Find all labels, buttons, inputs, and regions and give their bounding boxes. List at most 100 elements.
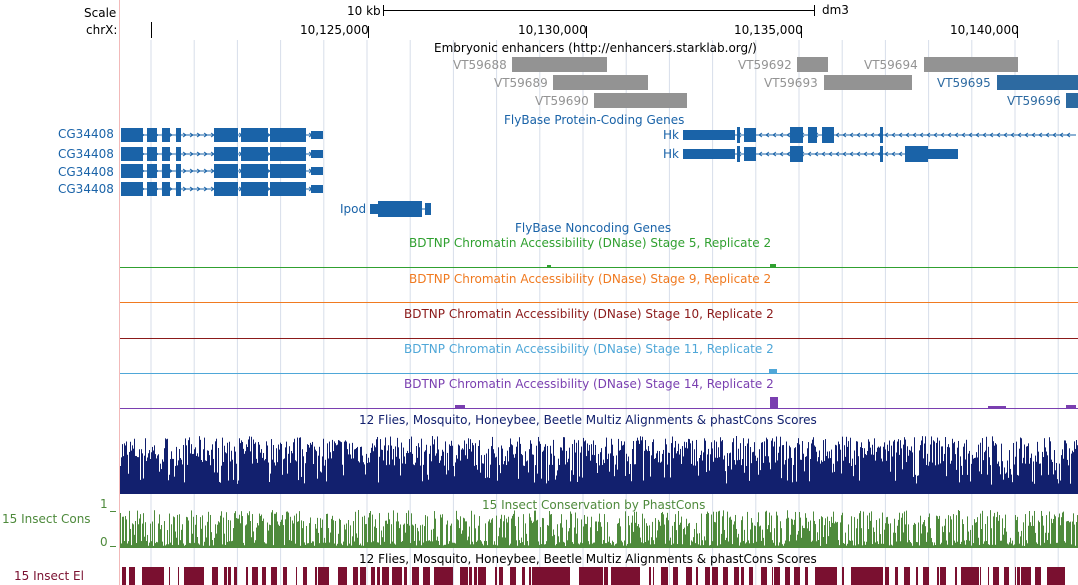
multiz-bar xyxy=(625,475,626,494)
multiz-bar xyxy=(995,443,996,494)
phastcons-bar xyxy=(554,534,555,548)
enhancer-block[interactable] xyxy=(797,57,828,72)
elements-track-title[interactable]: 12 Flies, Mosquito, Honeybee, Beetle Mul… xyxy=(359,552,817,566)
gene-label-cg34408[interactable]: CG34408 xyxy=(58,182,114,196)
phastcons-bar xyxy=(928,517,929,548)
multiz-bar xyxy=(558,458,559,494)
multiz-bar xyxy=(230,461,231,494)
enhancer-label[interactable]: VT59693 xyxy=(764,76,818,90)
phastcons-bar xyxy=(1031,525,1032,548)
enhancer-block[interactable] xyxy=(553,75,648,90)
multiz-bar xyxy=(903,444,904,494)
multiz-bar xyxy=(521,453,522,494)
multiz-bar xyxy=(915,474,916,494)
elements-side-label[interactable]: 15 Insect El xyxy=(14,569,84,583)
phastcons-bar xyxy=(690,545,691,548)
multiz-bar xyxy=(290,462,291,494)
phastcons-bar xyxy=(270,525,271,548)
multiz-bar xyxy=(417,457,418,494)
strand-arrow xyxy=(870,151,875,157)
multiz-bar xyxy=(217,472,218,494)
multiz-bar xyxy=(214,472,215,494)
phastcons-bar xyxy=(342,545,343,548)
multiz-bar xyxy=(514,457,515,494)
conserved-elements-track[interactable] xyxy=(120,567,1078,585)
phastcons-bar xyxy=(831,516,832,548)
gene-label-hk[interactable]: Hk xyxy=(663,147,679,161)
phastcons-bar xyxy=(571,513,572,548)
gene-label-cg34408[interactable]: CG34408 xyxy=(58,147,114,161)
multiz-bar xyxy=(644,450,645,494)
phastcons-bar xyxy=(939,515,940,548)
dnase-stage9-title[interactable]: BDTNP Chromatin Accessibility (DNase) St… xyxy=(409,272,772,286)
enhancer-label[interactable]: VT59689 xyxy=(494,76,548,90)
multiz-bar xyxy=(543,450,544,494)
phastcons-bar xyxy=(764,545,765,548)
strand-arrow xyxy=(828,151,833,157)
phastcons-bar xyxy=(662,511,663,548)
gene-label-cg34408[interactable]: CG34408 xyxy=(58,127,114,141)
enhancer-block[interactable] xyxy=(1066,93,1078,108)
enhancer-label[interactable]: VT59690 xyxy=(535,94,589,108)
enhancer-label[interactable]: VT59688 xyxy=(453,58,507,72)
phastcons-bar xyxy=(900,541,901,548)
enhancer-block[interactable] xyxy=(824,75,912,90)
enhancer-block[interactable] xyxy=(997,75,1078,90)
multiz-bar xyxy=(875,460,876,494)
multiz-bar xyxy=(640,436,641,494)
chrom-label: chrX: xyxy=(86,23,118,37)
phastcons-bar xyxy=(191,510,192,548)
multiz-bar xyxy=(525,451,526,494)
enhancer-label[interactable]: VT59695 xyxy=(937,76,991,90)
dnase-stage14-peak xyxy=(770,397,778,408)
multiz-bar xyxy=(130,441,131,494)
phastcons-bar xyxy=(1011,543,1012,548)
multiz-bar xyxy=(973,458,974,494)
enhancer-label[interactable]: VT59696 xyxy=(1007,94,1061,108)
phastcons-bar xyxy=(172,545,173,548)
enhancers-track-title[interactable]: Embryonic enhancers (http://enhancers.st… xyxy=(434,41,757,55)
conserved-element xyxy=(1021,567,1027,585)
multiz-bar xyxy=(1033,461,1034,494)
phastcons-bar xyxy=(551,514,552,548)
phastcons-bar xyxy=(215,524,216,548)
multiz-bar xyxy=(357,446,358,494)
conserved-element xyxy=(318,567,329,585)
gene-label-cg34408[interactable]: CG34408 xyxy=(58,165,114,179)
phastcons-track-title[interactable]: 15 Insect Conservation by PhastCons xyxy=(482,498,706,512)
genes-track-title[interactable]: FlyBase Protein-Coding Genes xyxy=(504,113,685,127)
phastcons-bar xyxy=(251,537,252,548)
multiz-bar xyxy=(889,440,890,494)
noncoding-track-title[interactable]: FlyBase Noncoding Genes xyxy=(515,221,672,235)
phastcons-bar xyxy=(967,516,968,548)
phastcons-bar xyxy=(565,545,566,548)
enhancer-label[interactable]: VT59694 xyxy=(864,58,918,72)
dnase-stage5-title[interactable]: BDTNP Chromatin Accessibility (DNase) St… xyxy=(409,236,772,250)
gene-label-hk[interactable]: Hk xyxy=(663,128,679,142)
phastcons-side-label[interactable]: 15 Insect Cons xyxy=(2,512,91,526)
phastcons-bar xyxy=(906,510,907,548)
dnase-stage10-title[interactable]: BDTNP Chromatin Accessibility (DNase) St… xyxy=(404,307,774,321)
enhancer-block[interactable] xyxy=(512,57,607,72)
multiz-bar xyxy=(808,442,809,494)
multiz-track-title[interactable]: 12 Flies, Mosquito, Honeybee, Beetle Mul… xyxy=(359,413,817,427)
phastcons-wiggle[interactable] xyxy=(120,510,1078,548)
phastcons-bar xyxy=(841,515,842,548)
gene-label-ipod[interactable]: Ipod xyxy=(340,202,367,216)
enhancer-block[interactable] xyxy=(594,93,687,108)
enhancer-block[interactable] xyxy=(924,57,1018,72)
multiz-bar xyxy=(190,453,191,494)
dnase-stage11-title[interactable]: BDTNP Chromatin Accessibility (DNase) St… xyxy=(404,342,774,356)
phastcons-bar xyxy=(194,542,195,548)
multiz-bar xyxy=(967,474,968,494)
enhancer-label[interactable]: VT59692 xyxy=(738,58,792,72)
dnase-stage14-title[interactable]: BDTNP Chromatin Accessibility (DNase) St… xyxy=(404,377,774,391)
phastcons-bar xyxy=(538,541,539,548)
multiz-bar xyxy=(725,471,726,494)
phastcons-bar xyxy=(692,541,693,548)
multiz-bar xyxy=(179,449,180,494)
multiz-bar xyxy=(733,438,734,494)
phastcons-bar xyxy=(714,521,715,548)
multiz-conservation-wiggle[interactable] xyxy=(120,430,1078,494)
